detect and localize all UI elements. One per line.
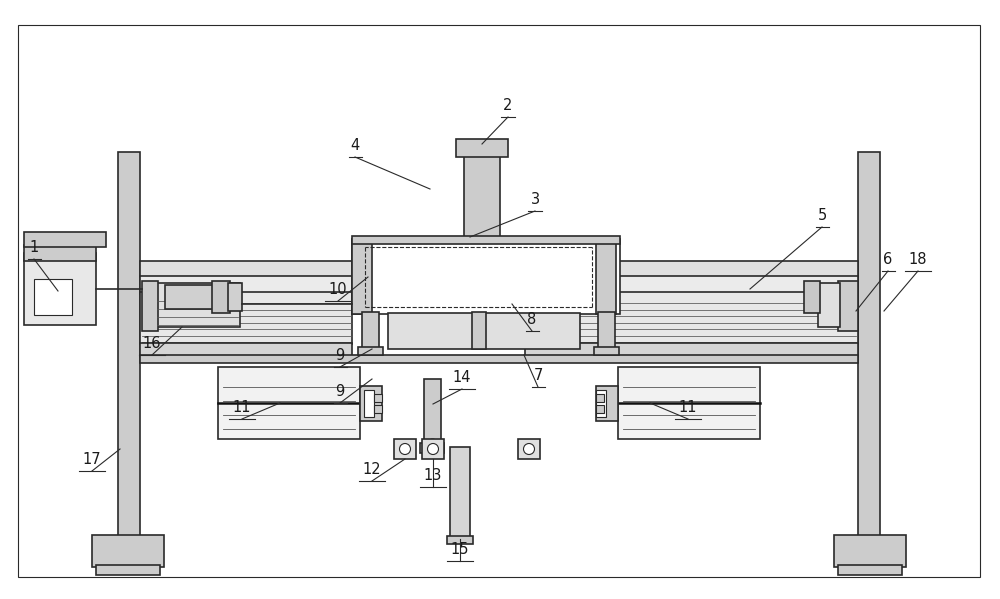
Bar bbox=[96, 565, 160, 575]
Text: 2: 2 bbox=[503, 98, 513, 113]
Text: 8: 8 bbox=[527, 312, 537, 327]
Bar bbox=[360, 386, 382, 421]
Bar bbox=[140, 355, 858, 363]
Text: 18: 18 bbox=[909, 252, 927, 267]
Text: 9: 9 bbox=[335, 384, 345, 399]
Text: 16: 16 bbox=[143, 336, 161, 351]
Text: 11: 11 bbox=[233, 400, 251, 415]
Bar bbox=[140, 343, 352, 357]
Text: 4: 4 bbox=[350, 138, 360, 153]
Bar bbox=[838, 565, 902, 575]
Bar bbox=[598, 312, 615, 349]
Circle shape bbox=[428, 443, 438, 455]
Bar bbox=[352, 239, 620, 314]
Bar bbox=[140, 292, 352, 344]
Bar bbox=[155, 283, 240, 327]
Bar bbox=[142, 281, 158, 331]
Bar bbox=[596, 405, 604, 413]
Bar bbox=[352, 236, 620, 244]
Text: 12: 12 bbox=[363, 462, 381, 477]
Bar bbox=[420, 443, 444, 453]
Bar bbox=[456, 139, 508, 157]
Text: 14: 14 bbox=[453, 370, 471, 385]
Bar bbox=[596, 390, 606, 417]
Text: 15: 15 bbox=[451, 542, 469, 557]
Bar bbox=[422, 439, 444, 459]
Text: 17: 17 bbox=[83, 452, 101, 467]
Bar bbox=[818, 283, 840, 327]
Bar bbox=[228, 283, 242, 311]
Bar bbox=[362, 312, 379, 349]
Bar bbox=[140, 261, 858, 277]
Circle shape bbox=[400, 443, 411, 455]
Text: 10: 10 bbox=[329, 282, 347, 297]
Text: 6: 6 bbox=[883, 252, 893, 267]
Bar bbox=[472, 312, 486, 349]
Text: 11: 11 bbox=[679, 400, 697, 415]
Bar bbox=[34, 279, 72, 315]
Text: 9: 9 bbox=[335, 348, 345, 363]
Bar bbox=[165, 285, 217, 309]
Bar bbox=[596, 386, 618, 421]
Circle shape bbox=[524, 443, 534, 455]
Text: 5: 5 bbox=[817, 208, 827, 223]
Bar bbox=[596, 239, 616, 314]
Bar bbox=[374, 394, 382, 402]
Bar bbox=[424, 379, 441, 447]
Bar bbox=[118, 152, 140, 537]
Bar bbox=[525, 292, 858, 344]
Bar bbox=[374, 405, 382, 413]
Text: 7: 7 bbox=[533, 368, 543, 383]
Bar bbox=[618, 367, 760, 439]
Bar bbox=[352, 239, 372, 314]
Circle shape bbox=[426, 439, 438, 451]
Bar bbox=[24, 232, 106, 247]
Bar bbox=[804, 281, 820, 313]
Bar bbox=[596, 394, 604, 402]
Text: 3: 3 bbox=[530, 192, 540, 207]
Bar bbox=[394, 439, 416, 459]
Text: 1: 1 bbox=[29, 240, 39, 255]
Bar bbox=[834, 535, 906, 567]
Bar bbox=[364, 390, 374, 417]
Bar bbox=[464, 153, 500, 261]
Bar bbox=[92, 535, 164, 567]
Bar bbox=[358, 347, 383, 355]
Bar bbox=[594, 347, 619, 355]
Bar bbox=[218, 367, 360, 439]
Bar bbox=[525, 343, 858, 357]
Bar bbox=[140, 276, 858, 294]
Bar bbox=[388, 313, 580, 349]
Bar bbox=[24, 253, 96, 325]
Bar bbox=[858, 152, 880, 537]
Text: 13: 13 bbox=[424, 468, 442, 483]
Bar bbox=[447, 536, 473, 544]
Bar bbox=[518, 439, 540, 459]
Bar bbox=[24, 245, 96, 261]
Bar bbox=[212, 281, 230, 313]
Bar bbox=[450, 447, 470, 539]
Bar bbox=[838, 281, 858, 331]
